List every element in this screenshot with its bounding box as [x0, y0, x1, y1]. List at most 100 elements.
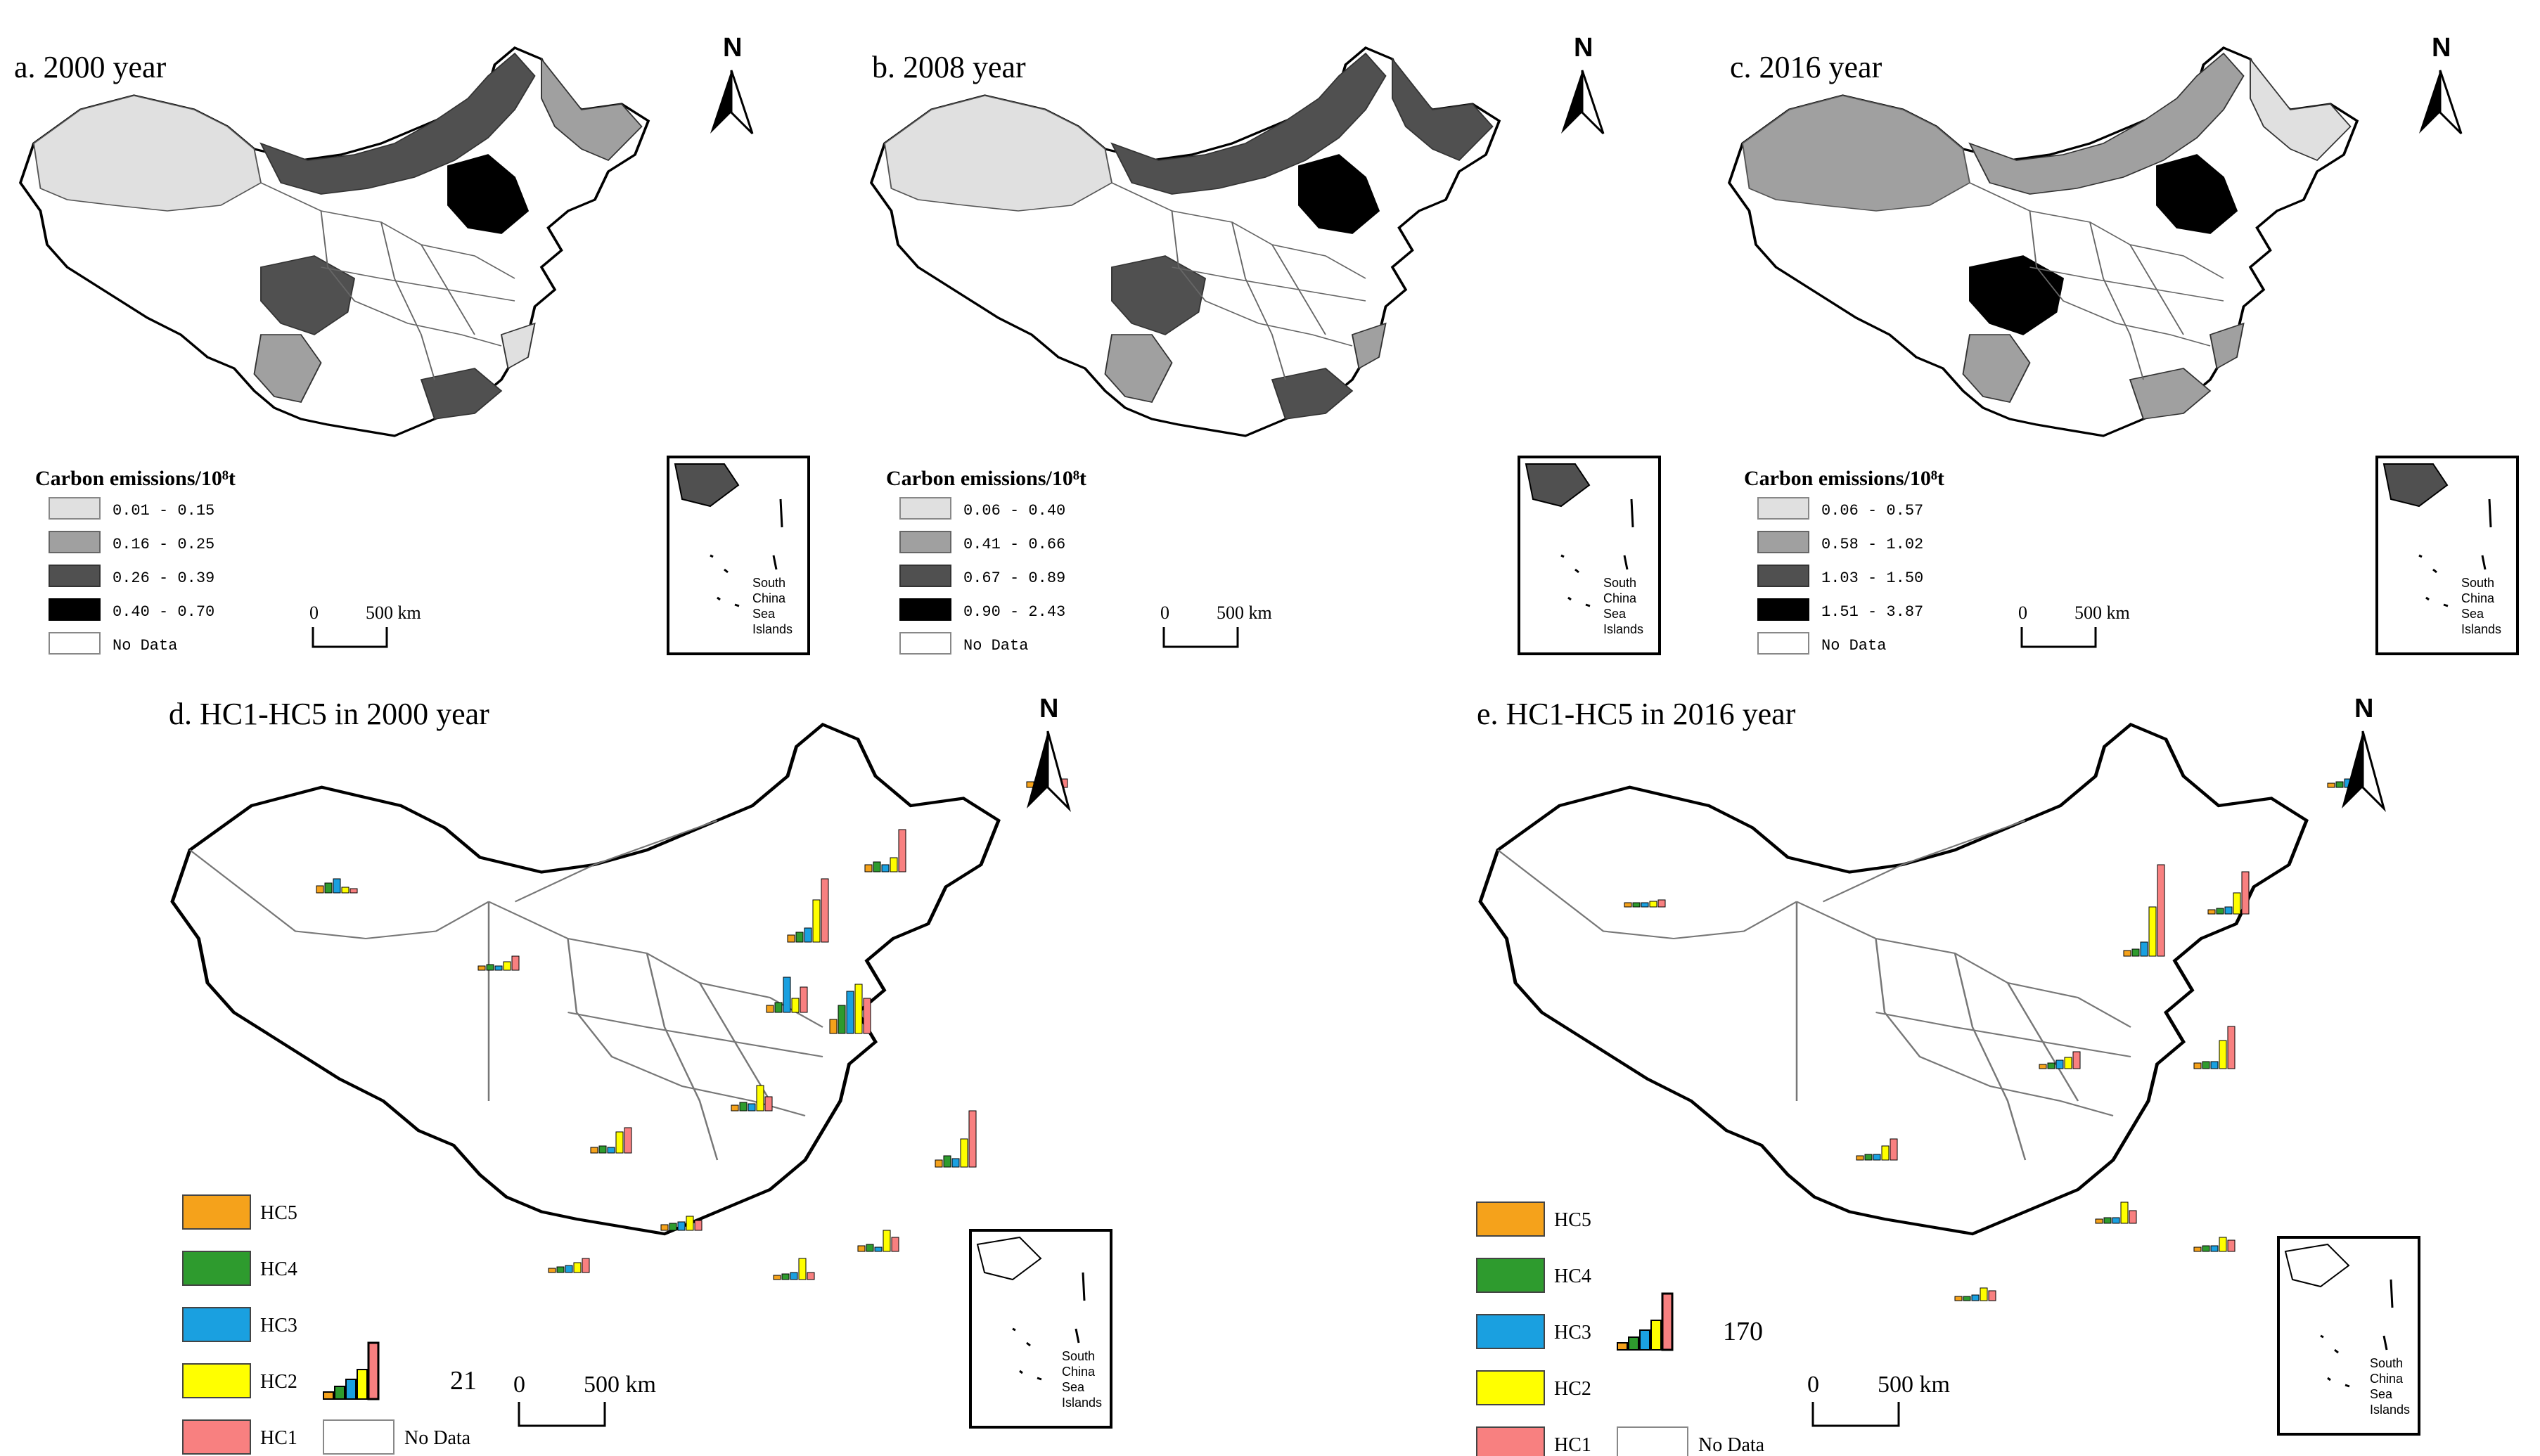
legend-nodata: No Data — [404, 1427, 471, 1449]
map-d: d. HC1-HC5 in 2000 year HC5 HC4 — [169, 694, 1112, 1455]
inset-label-line2: China — [2461, 591, 2495, 605]
legend-label-HC3: HC3 — [260, 1315, 297, 1336]
legend-swatch-nodata — [323, 1419, 395, 1455]
legend-swatch-HC2 — [1476, 1370, 1545, 1405]
legend-swatch-3 — [899, 565, 951, 587]
inset-label-line2: China — [1603, 591, 1637, 605]
legend-label-HC1: HC1 — [260, 1427, 297, 1449]
legend-swatch-nodata — [49, 632, 101, 655]
province-lines — [260, 182, 515, 380]
map-b: b. 2008 year Carbon emissions/10⁸t 0.06 … — [870, 33, 1661, 655]
inset-label-line4: Islands — [2370, 1403, 2410, 1417]
reference-value: 21 — [450, 1366, 477, 1396]
legend-title: Carbon emissions/10⁸t — [1744, 467, 1944, 490]
legend-class-2: 0.58 - 1.02 — [1821, 536, 1923, 553]
scale-bar: 0 500 km — [1807, 1372, 1950, 1427]
inset-label-line3: Sea — [2461, 607, 2484, 621]
inset-south-china-sea: South China Sea Islands — [969, 1229, 1112, 1429]
legend-swatch-nodata — [899, 632, 951, 655]
legend-label-HC1: HC1 — [1554, 1434, 1591, 1456]
legend-swatch-2 — [49, 531, 101, 553]
map-title: c. 2016 year — [1730, 50, 1882, 84]
map-c: c. 2016 year Carbon emissions/10⁸t 0.06 … — [1728, 33, 2519, 655]
legend-title: Carbon emissions/10⁸t — [35, 467, 236, 490]
scale-bar: 0 500 km — [2018, 603, 2130, 648]
legend-swatch-HC5 — [182, 1194, 251, 1230]
legend-label-HC2: HC2 — [260, 1371, 297, 1393]
region-class3-north — [259, 52, 536, 195]
scale-distance: 500 km — [2074, 603, 2130, 623]
hc-legend: HC5 HC4 HC3 HC2 HC1 No Data 170 — [1476, 1201, 1765, 1456]
north-label: N — [723, 33, 742, 63]
legend-swatch-4 — [1757, 598, 1809, 621]
inset-label-line2: China — [1062, 1365, 1096, 1379]
legend-class-2: 0.41 - 0.66 — [963, 536, 1065, 553]
inset-label-line1: South — [2461, 576, 2494, 590]
inset-label-line3: Sea — [1603, 607, 1627, 621]
region-class2-ne — [541, 57, 643, 161]
inset-label-line4: Islands — [2461, 622, 2501, 636]
north-label: N — [1039, 694, 1058, 723]
reference-value: 170 — [1723, 1317, 1763, 1346]
legend-swatch-4 — [49, 598, 101, 621]
region-class4-center — [447, 154, 530, 234]
legend-swatch-nodata — [1617, 1426, 1688, 1456]
legend-class-4: 0.90 - 2.43 — [963, 603, 1065, 621]
bar-glyphs — [316, 777, 1068, 1280]
inset-label-line1: South — [1062, 1349, 1095, 1363]
inset-label-line3: Sea — [752, 607, 776, 621]
legend-label-HC4: HC4 — [1554, 1265, 1591, 1287]
scale-zero: 0 — [2018, 603, 2027, 623]
north-arrow-icon: N — [2419, 33, 2463, 135]
legend-swatch-HC4 — [1476, 1258, 1545, 1293]
legend-swatch-HC4 — [182, 1251, 251, 1286]
scale-bar: 0 500 km — [1160, 603, 1272, 648]
north-arrow-icon: N — [710, 33, 754, 135]
region-class1-fujian — [500, 322, 536, 370]
map-e: e. HC1-HC5 in 2016 year HC5 HC4 HC3 HC2 — [1476, 694, 2420, 1456]
inset-label-line3: Sea — [1062, 1380, 1085, 1394]
legend-swatch-HC2 — [182, 1363, 251, 1398]
region-class1 — [32, 95, 262, 212]
north-arrow-icon: N — [1027, 694, 1071, 813]
legend-nodata: No Data — [1821, 637, 1886, 655]
scale-zero: 0 — [1160, 603, 1169, 623]
inset-label-line2: China — [752, 591, 786, 605]
legend: Carbon emissions/10⁸t 0.06 - 0.40 0.41 -… — [886, 467, 1086, 655]
legend-class-3: 0.26 - 0.39 — [113, 569, 214, 587]
map-title: e. HC1-HC5 in 2016 year — [1477, 697, 1796, 731]
map-title: a. 2000 year — [14, 50, 167, 84]
map-a: a. 2000 year Carbon emissions/10⁸t 0.01 … — [14, 33, 810, 655]
legend-class-4: 0.40 - 0.70 — [113, 603, 214, 621]
north-label: N — [1574, 33, 1593, 63]
inset-label-line1: South — [1603, 576, 1636, 590]
inset-label-line1: South — [2370, 1356, 2403, 1370]
legend-swatch-4 — [899, 598, 951, 621]
hc-legend: HC5 HC4 HC3 HC2 HC1 No Data 21 — [182, 1194, 477, 1455]
legend-label-HC5: HC5 — [1554, 1209, 1591, 1231]
bar-glyphs — [1624, 778, 2369, 1301]
scale-zero: 0 — [309, 603, 319, 623]
scale-zero: 0 — [513, 1372, 525, 1398]
legend-class-3: 1.03 - 1.50 — [1821, 569, 1923, 587]
scale-zero: 0 — [1807, 1372, 1819, 1398]
legend-swatch-HC1 — [182, 1419, 251, 1455]
legend-swatch-1 — [49, 497, 101, 520]
legend-class-3: 0.67 - 0.89 — [963, 569, 1065, 587]
legend-swatch-2 — [899, 531, 951, 553]
legend-class-4: 1.51 - 3.87 — [1821, 603, 1923, 621]
legend-label-HC5: HC5 — [260, 1202, 297, 1224]
legend-swatch-2 — [1757, 531, 1809, 553]
legend-label-HC3: HC3 — [1554, 1322, 1591, 1344]
north-arrow-icon: N — [1561, 33, 1605, 135]
region-class3-sw — [260, 255, 356, 335]
legend-swatch-nodata — [1757, 632, 1809, 655]
north-arrow-icon: N — [2342, 694, 2386, 813]
inset-label-line3: Sea — [2370, 1387, 2393, 1401]
inset-south-china-sea: South China Sea Islands — [1518, 456, 1661, 655]
legend-swatch-3 — [49, 565, 101, 587]
legend-class-1: 0.01 - 0.15 — [113, 502, 214, 520]
inset-label-line4: Islands — [1603, 622, 1643, 636]
legend-title: Carbon emissions/10⁸t — [886, 467, 1086, 490]
